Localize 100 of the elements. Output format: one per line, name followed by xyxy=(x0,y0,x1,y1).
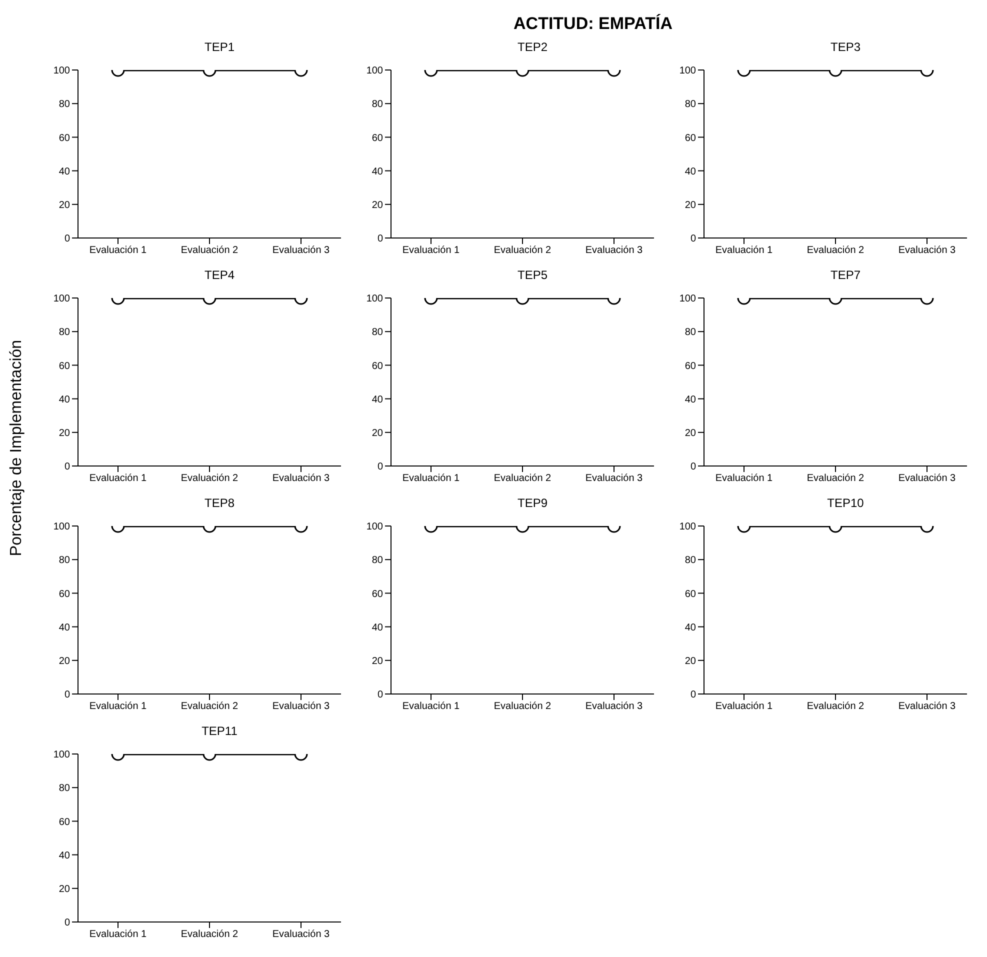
y-tick-label: 40 xyxy=(372,394,384,406)
y-tick-label: 20 xyxy=(58,884,70,895)
x-tick-label: Evaluación 2 xyxy=(494,245,552,256)
x-tick-label: Evaluación 2 xyxy=(806,473,865,484)
chart-title: TEP2 xyxy=(516,40,548,56)
y-tick-label: 80 xyxy=(684,327,696,338)
y-tick-label: 40 xyxy=(684,622,696,634)
y-tick-label: 0 xyxy=(64,234,70,245)
x-tick-label: Evaluación 1 xyxy=(715,245,774,256)
y-tick-label: 80 xyxy=(58,783,70,794)
x-tick-label: Evaluación 3 xyxy=(585,701,644,712)
y-tick-label: 60 xyxy=(684,360,696,372)
text: ACTITUD: EMPATÍA xyxy=(512,14,674,34)
y-tick-label: 80 xyxy=(684,555,696,566)
y-tick-label: 40 xyxy=(58,166,70,178)
chart-title: TEP7 xyxy=(829,268,862,284)
x-tick-label: Evaluación 3 xyxy=(272,929,330,940)
y-tick-label: 0 xyxy=(64,462,70,473)
x-tick-label: Evaluación 2 xyxy=(180,701,239,712)
chart-title: TEP1 xyxy=(203,40,236,56)
x-tick-label: Evaluación 3 xyxy=(585,473,644,484)
y-tick-label: 100 xyxy=(679,66,696,77)
x-tick-label: Evaluación 2 xyxy=(494,473,552,484)
y-tick-label: 80 xyxy=(684,99,696,110)
x-tick-label: Evaluación 3 xyxy=(898,701,956,712)
x-tick-label: Evaluación 3 xyxy=(272,473,330,484)
y-tick-label: 100 xyxy=(679,522,696,533)
y-tick-label: 80 xyxy=(58,99,70,110)
chart-title: TEP5 xyxy=(516,268,548,284)
y-tick-label: 0 xyxy=(690,690,696,701)
y-tick-label: 100 xyxy=(366,522,384,533)
chart-title: TEP3 xyxy=(829,40,862,56)
x-tick-label: Evaluación 1 xyxy=(402,473,460,484)
y-tick-label: 20 xyxy=(684,656,696,667)
x-tick-label: Evaluación 2 xyxy=(180,245,239,256)
x-tick-label: Evaluación 2 xyxy=(494,701,552,712)
y-tick-label: 80 xyxy=(58,327,70,338)
y-tick-label: 60 xyxy=(684,132,696,144)
y-tick-label: 40 xyxy=(372,622,384,634)
y-tick-label: 80 xyxy=(372,327,384,338)
x-tick-label: Evaluación 3 xyxy=(898,473,956,484)
y-tick-label: 40 xyxy=(684,394,696,406)
chart-title: TEP10 xyxy=(826,496,865,512)
x-tick-label: Evaluación 2 xyxy=(806,245,865,256)
y-tick-label: 20 xyxy=(58,428,70,439)
y-tick-label: 60 xyxy=(684,588,696,600)
y-tick-label: 60 xyxy=(372,360,384,372)
y-tick-label: 100 xyxy=(53,294,70,305)
y-tick-label: 40 xyxy=(684,166,696,178)
y-tick-label: 0 xyxy=(377,690,384,701)
y-tick-label: 100 xyxy=(53,750,70,761)
y-tick-label: 100 xyxy=(366,66,384,77)
x-tick-label: Evaluación 3 xyxy=(272,245,330,256)
y-tick-label: 0 xyxy=(377,462,384,473)
y-tick-label: 100 xyxy=(53,66,70,77)
y-tick-label: 80 xyxy=(58,555,70,566)
x-tick-label: Evaluación 3 xyxy=(585,245,644,256)
y-tick-label: 0 xyxy=(690,234,696,245)
x-tick-label: Evaluación 2 xyxy=(180,929,239,940)
chart-title: TEP8 xyxy=(203,496,236,512)
y-tick-label: 20 xyxy=(372,200,384,211)
x-tick-label: Evaluación 2 xyxy=(180,473,239,484)
y-tick-label: 20 xyxy=(58,656,70,667)
x-tick-label: Evaluación 2 xyxy=(806,701,865,712)
x-tick-label: Evaluación 1 xyxy=(89,701,148,712)
y-tick-label: 20 xyxy=(684,428,696,439)
text: Porcentaje de Implementación xyxy=(8,338,26,558)
y-tick-label: 0 xyxy=(64,918,70,929)
y-tick-label: 100 xyxy=(53,522,70,533)
y-tick-label: 0 xyxy=(377,234,384,245)
y-tick-label: 60 xyxy=(58,588,70,600)
x-tick-label: Evaluación 3 xyxy=(898,245,956,256)
y-tick-label: 60 xyxy=(58,360,70,372)
y-tick-label: 20 xyxy=(58,200,70,211)
x-tick-label: Evaluación 1 xyxy=(402,701,460,712)
x-tick-label: Evaluación 1 xyxy=(89,929,148,940)
y-tick-label: 40 xyxy=(58,850,70,862)
y-tick-label: 80 xyxy=(372,555,384,566)
y-tick-label: 80 xyxy=(372,99,384,110)
x-tick-label: Evaluación 1 xyxy=(89,473,148,484)
y-tick-label: 0 xyxy=(690,462,696,473)
y-tick-label: 100 xyxy=(679,294,696,305)
x-tick-label: Evaluación 1 xyxy=(402,245,460,256)
y-tick-label: 60 xyxy=(372,588,384,600)
y-tick-label: 60 xyxy=(372,132,384,144)
x-tick-label: Evaluación 1 xyxy=(89,245,148,256)
x-tick-label: Evaluación 1 xyxy=(715,473,774,484)
y-tick-label: 100 xyxy=(366,294,384,305)
y-tick-label: 40 xyxy=(58,394,70,406)
y-tick-label: 0 xyxy=(64,690,70,701)
x-tick-label: Evaluación 1 xyxy=(715,701,774,712)
x-tick-label: Evaluación 3 xyxy=(272,701,330,712)
y-tick-label: 40 xyxy=(58,622,70,634)
chart-title: TEP9 xyxy=(516,496,548,512)
y-tick-label: 20 xyxy=(372,656,384,667)
chart-title: TEP4 xyxy=(203,268,236,284)
y-tick-label: 60 xyxy=(58,132,70,144)
y-tick-label: 20 xyxy=(372,428,384,439)
chart-title: TEP11 xyxy=(200,724,238,740)
y-tick-label: 20 xyxy=(684,200,696,211)
